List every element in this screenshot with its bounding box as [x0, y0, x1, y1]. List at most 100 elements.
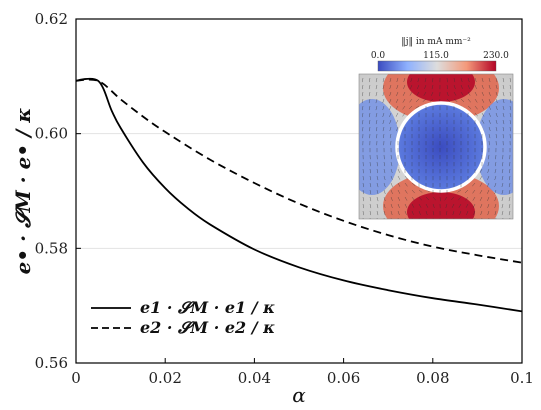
field-arrow: [375, 77, 378, 83]
field-arrow: [494, 161, 497, 167]
field-arrow: [432, 210, 435, 216]
field-arrow: [369, 161, 371, 167]
field-arrow: [404, 189, 408, 194]
field-arrow: [458, 196, 462, 201]
field-arrow: [488, 140, 490, 146]
field-arrow: [479, 189, 483, 194]
field-arrow: [402, 98, 406, 103]
field-arrow: [488, 98, 491, 103]
field-arrow: [390, 217, 392, 219]
field-arrow: [495, 77, 498, 83]
field-arrow: [416, 91, 420, 96]
field-arrow: [376, 161, 378, 167]
field-arrow: [396, 126, 399, 131]
x-tick-label-3: 0.06: [327, 369, 360, 387]
field-arrow: [397, 203, 400, 208]
inset-frame: [358, 73, 514, 220]
field-arrow: [368, 98, 371, 104]
x-tick-label-0: 0: [71, 369, 81, 387]
field-arrow: [472, 182, 476, 187]
field-arrow: [508, 210, 511, 216]
field-arrow: [369, 126, 371, 132]
field-arrow: [487, 210, 490, 216]
field-arrow: [479, 168, 483, 173]
field-arrow: [495, 119, 498, 125]
field-arrow: [397, 217, 399, 219]
field-arrow: [481, 119, 485, 124]
field-arrow: [383, 182, 386, 188]
field-arrow: [403, 77, 406, 83]
field-arrow: [362, 203, 365, 209]
field-arrow: [481, 84, 484, 89]
field-arrow: [429, 98, 434, 102]
field-arrow: [375, 105, 378, 111]
field-arrow: [425, 217, 427, 219]
y-tick-label-0: 0.56: [35, 354, 68, 372]
field-arrow: [495, 84, 498, 90]
x-tick-label-1: 0.02: [148, 369, 181, 387]
field-arrow: [397, 196, 401, 201]
field-arrow: [487, 175, 490, 180]
field-arrow: [495, 112, 498, 118]
field-arrow: [502, 105, 505, 111]
field-arrow: [439, 196, 441, 202]
field-arrow: [501, 168, 504, 174]
field-arrow: [409, 91, 413, 96]
field-arrow: [487, 196, 490, 201]
field-arrow: [382, 98, 385, 104]
field-arrow: [375, 91, 378, 97]
field-arrow: [408, 105, 413, 110]
field-arrow: [368, 112, 371, 118]
field-arrow: [389, 126, 392, 132]
field-arrow: [460, 217, 462, 219]
field-arrow: [382, 91, 385, 97]
field-arrow: [502, 217, 504, 219]
field-arrow: [509, 77, 512, 83]
field-arrow: [410, 77, 413, 83]
field-arrow: [362, 175, 364, 181]
field-arrow: [411, 189, 415, 194]
field-map: [359, 74, 513, 219]
legend: e1 · 𝓢M · e1 / κ e2 · 𝓢M · e2 / κ: [91, 298, 275, 337]
field-arrow: [467, 77, 470, 83]
inset-field-plot: ‖j‖ in mA mm⁻² 0.0 115.0 230.0: [358, 37, 514, 220]
field-arrow: [508, 196, 511, 202]
field-arrow: [397, 168, 400, 173]
field-arrow: [395, 119, 399, 124]
field-arrow: [480, 203, 483, 208]
field-arrow: [501, 182, 504, 188]
field-arrow: [509, 98, 512, 104]
field-arrow: [488, 126, 491, 132]
field-arrow: [467, 91, 471, 96]
y-tick-label-1: 0.58: [35, 239, 68, 257]
field-arrow: [382, 112, 385, 118]
field-arrow: [481, 77, 484, 83]
field-arrow: [466, 210, 469, 215]
field-arrow: [467, 84, 470, 89]
field-arrow: [417, 84, 420, 89]
y-tick-label-2: 0.60: [35, 125, 68, 143]
field-arrow: [411, 182, 416, 186]
field-arrow: [383, 210, 386, 216]
field-arrow: [375, 84, 378, 90]
field-arrow: [460, 98, 465, 103]
field-arrow: [487, 182, 490, 187]
field-arrow: [402, 105, 406, 110]
field-arrow: [460, 91, 464, 96]
field-arrow: [453, 98, 458, 102]
field-arrow: [390, 196, 393, 201]
series-line-1: [75, 77, 523, 313]
field-arrow: [369, 182, 372, 188]
field-arrow: [509, 112, 512, 118]
field-arrow: [453, 77, 456, 83]
field-arrow: [472, 196, 476, 201]
field-arrow: [509, 119, 512, 125]
series-layer: [75, 77, 523, 313]
field-arrow: [425, 210, 428, 216]
field-arrow: [397, 189, 401, 194]
field-arrow: [382, 84, 385, 90]
field-arrow: [362, 217, 364, 219]
field-arrow: [395, 105, 399, 110]
field-arrow: [452, 210, 455, 216]
field-arrow: [383, 133, 385, 139]
